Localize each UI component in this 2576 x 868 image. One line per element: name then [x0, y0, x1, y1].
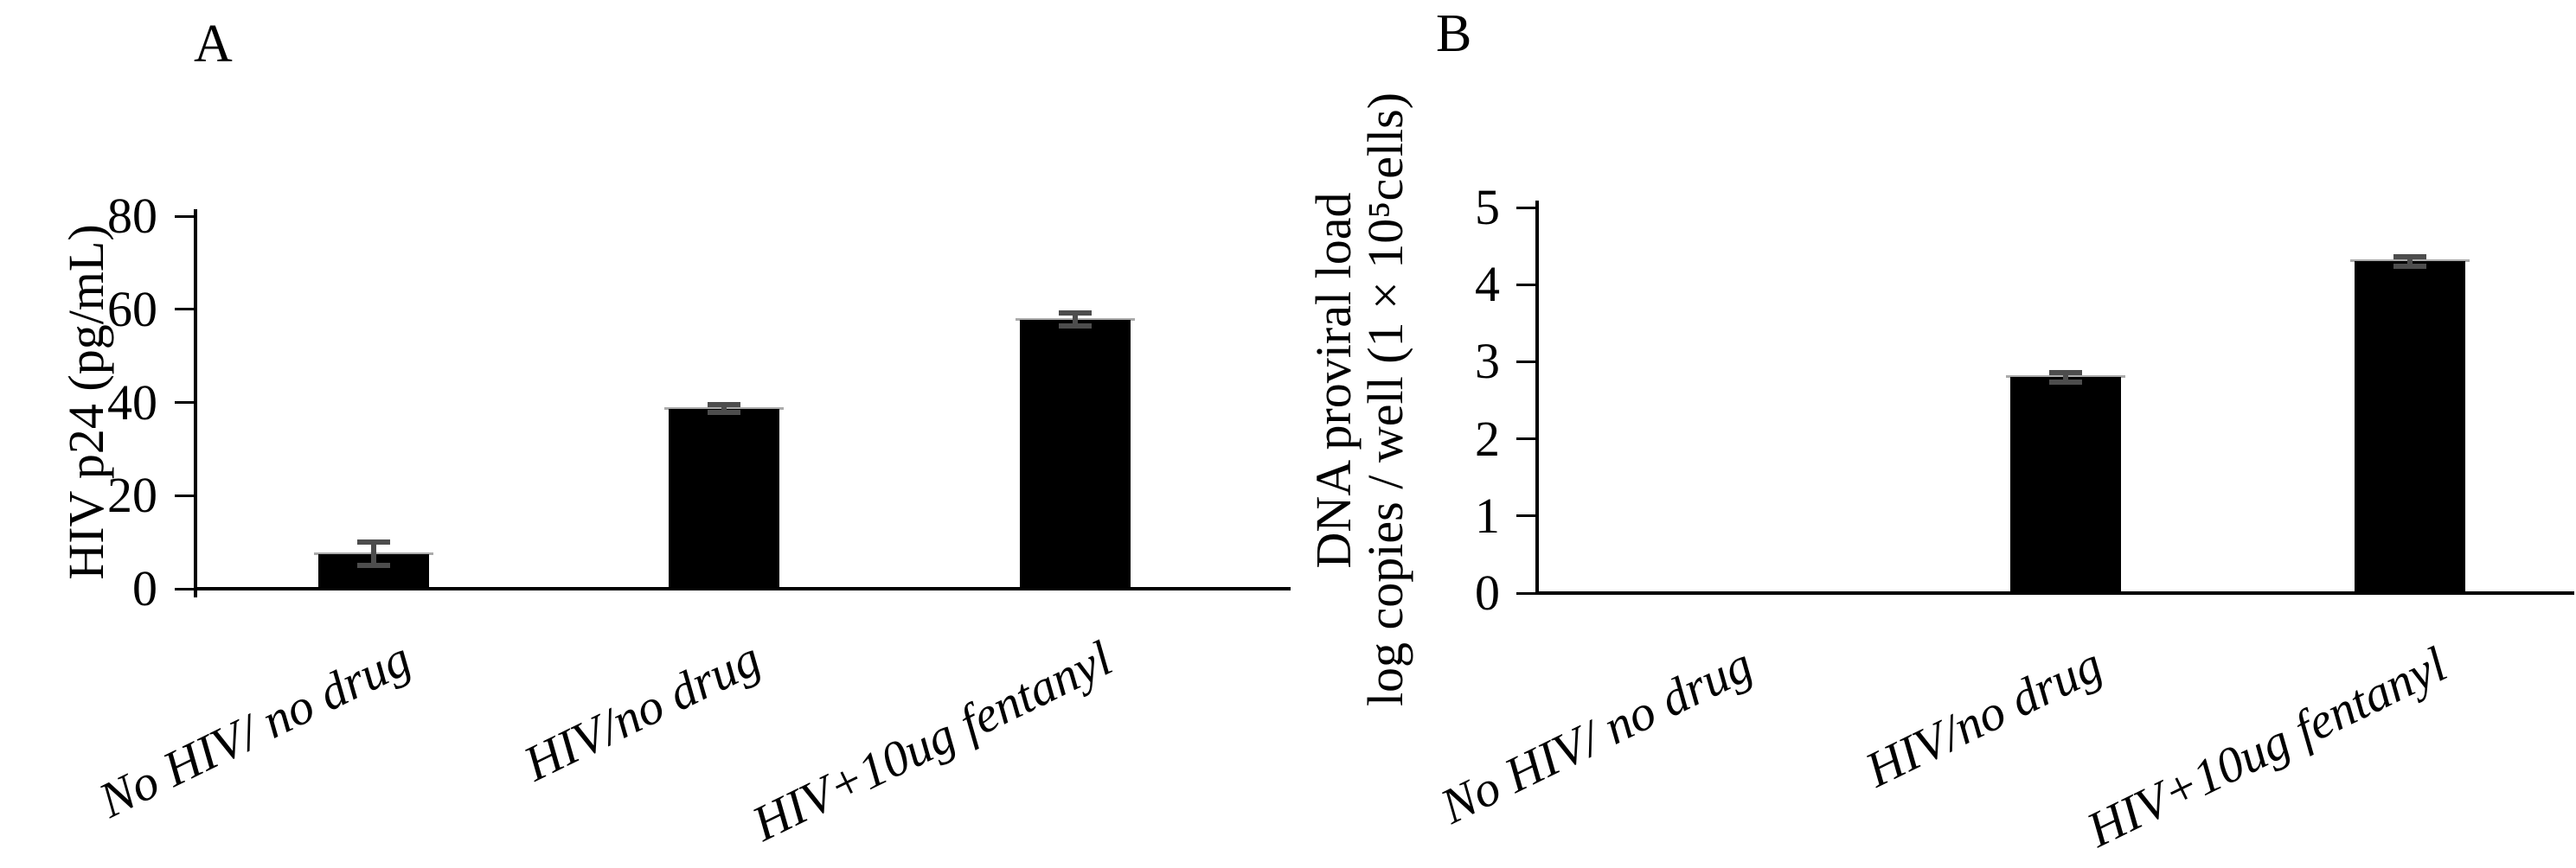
y-axis-line [194, 209, 197, 597]
y-tick-label: 80 [107, 188, 157, 244]
error-bar-stem [2407, 257, 2413, 266]
y-tick-mark [1516, 283, 1535, 286]
y-tick-mark [175, 214, 194, 218]
error-bar-cap [2393, 254, 2426, 260]
y-tick-label: 2 [1475, 410, 1500, 467]
y-tick-label: 3 [1475, 333, 1500, 390]
y-axis-title: DNA proviral load [1305, 192, 1362, 569]
x-category-label: No HIV/ no drug [89, 629, 420, 829]
y-tick-label: 0 [132, 560, 157, 616]
error-bar-cap [1059, 310, 1092, 316]
y-tick-mark [1516, 514, 1535, 518]
x-axis-line [194, 587, 1291, 590]
y-tick-mark [1516, 360, 1535, 363]
y-tick-mark [1516, 206, 1535, 209]
y-axis-line [1535, 201, 1539, 593]
y-tick-mark [1516, 591, 1535, 595]
x-category-label: HIV/no drug [1856, 635, 2111, 798]
error-bar-cap [708, 402, 740, 408]
y-tick-mark [175, 587, 194, 590]
x-category-label: HIV/no drug [515, 629, 770, 792]
y-tick-label: 0 [1475, 565, 1500, 621]
error-bar-cap [2049, 379, 2082, 385]
y-tick-mark [1516, 437, 1535, 441]
error-bar-cap [357, 539, 390, 546]
bar [2010, 377, 2121, 593]
error-bar-stem [2063, 372, 2068, 382]
y-tick-mark [175, 401, 194, 404]
panel-label-a: A [194, 15, 233, 73]
bar [669, 408, 779, 589]
error-bar-cap [2049, 369, 2082, 375]
y-tick-label: 5 [1475, 179, 1500, 235]
y-tick-label: 40 [107, 373, 157, 431]
error-bar-cap [708, 409, 740, 415]
x-axis-line [1535, 591, 2574, 595]
bar [1020, 319, 1131, 589]
error-bar-cap [1059, 323, 1092, 329]
x-category-label: No HIV/ no drug [1431, 635, 1761, 835]
y-tick-label: 60 [107, 280, 157, 337]
error-bar-stem [721, 405, 727, 412]
bar [2355, 261, 2465, 593]
error-bar-stem [371, 542, 376, 566]
error-bar-cap [357, 563, 390, 569]
panel-label-b: B [1436, 4, 1472, 63]
y-tick-mark [175, 494, 194, 497]
y-tick-label: 1 [1475, 487, 1500, 544]
x-category-label: HIV+10ug fentanyl [743, 629, 1121, 852]
y-tick-label: 20 [107, 467, 157, 524]
y-tick-mark [175, 308, 194, 311]
x-category-label: HIV+10ug fentanyl [2078, 635, 2456, 858]
error-bar-stem [1073, 313, 1078, 327]
error-bar-cap [2393, 263, 2426, 269]
y-tick-label: 4 [1475, 256, 1500, 313]
